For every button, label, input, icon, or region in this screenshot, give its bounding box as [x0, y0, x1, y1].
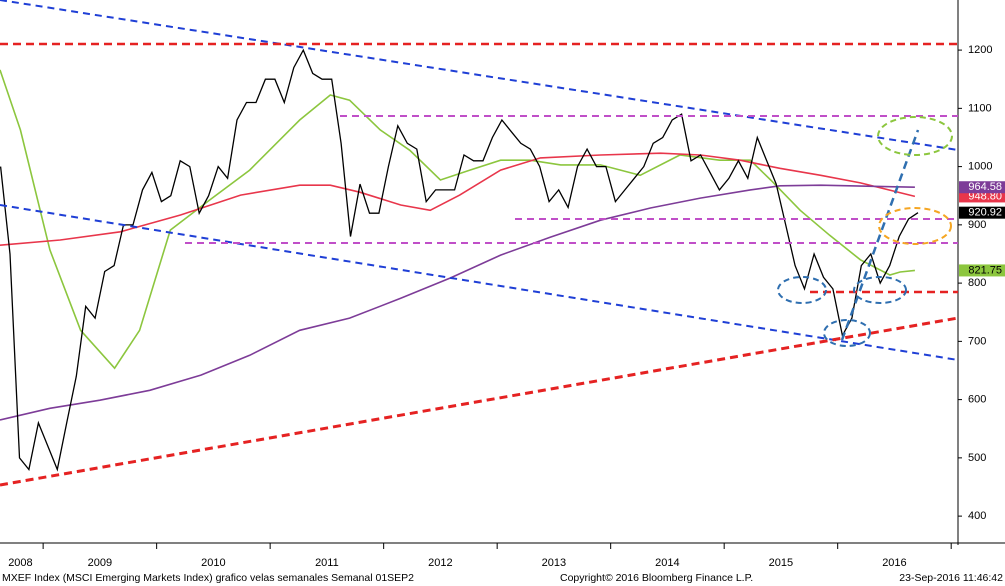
projection-line	[840, 129, 920, 341]
y-tick-label: 700	[968, 335, 986, 347]
y-tick-label: 900	[968, 219, 986, 231]
moving-average	[0, 152, 916, 246]
value-tag	[959, 181, 1005, 194]
y-tick-label: 1000	[968, 161, 992, 173]
ellipse	[777, 276, 827, 304]
x-tick-label: 2010	[201, 557, 225, 569]
value-tag	[959, 206, 1005, 219]
trend-line	[0, 204, 958, 361]
value-tag	[959, 264, 1005, 277]
y-tick-label: 400	[968, 510, 986, 522]
y-tick-label: 500	[968, 452, 986, 464]
value-tag	[959, 190, 1005, 203]
value-tag-label: 964.58	[968, 181, 1002, 193]
support-line	[0, 316, 958, 487]
footer-left: MXEF Index (MSCI Emerging Markets Index)…	[2, 572, 414, 584]
ellipse	[823, 319, 871, 347]
moving-average	[0, 69, 915, 370]
ellipse	[877, 116, 953, 156]
x-tick-label: 2015	[769, 557, 793, 569]
ellipse	[878, 207, 952, 245]
ellipse	[853, 276, 907, 304]
price-line	[0, 48, 919, 472]
footer-right: 23-Sep-2016 11:46:42	[899, 572, 1003, 584]
value-tag-label: 920.92	[968, 207, 1002, 219]
x-tick-label: 2016	[882, 557, 906, 569]
trend-line	[0, 0, 958, 151]
y-tick-label: 1100	[968, 102, 992, 114]
y-tick-label: 1200	[968, 44, 992, 56]
x-tick-label: 2009	[88, 557, 112, 569]
plot-area	[0, 48, 919, 472]
x-tick-label: 2014	[655, 557, 679, 569]
y-tick-label: 600	[968, 394, 986, 406]
x-tick-label: 2013	[542, 557, 566, 569]
value-tag-label: 948.80	[968, 190, 1002, 202]
footer-center: Copyright© 2016 Bloomberg Finance L.P.	[560, 572, 753, 584]
x-tick-label: 2012	[428, 557, 452, 569]
value-tag-label: 821.75	[968, 264, 1002, 276]
x-tick-label: 2011	[315, 557, 339, 569]
y-tick-label: 800	[968, 277, 986, 289]
annotations	[0, 0, 958, 487]
x-tick-label: 2008	[8, 557, 32, 569]
